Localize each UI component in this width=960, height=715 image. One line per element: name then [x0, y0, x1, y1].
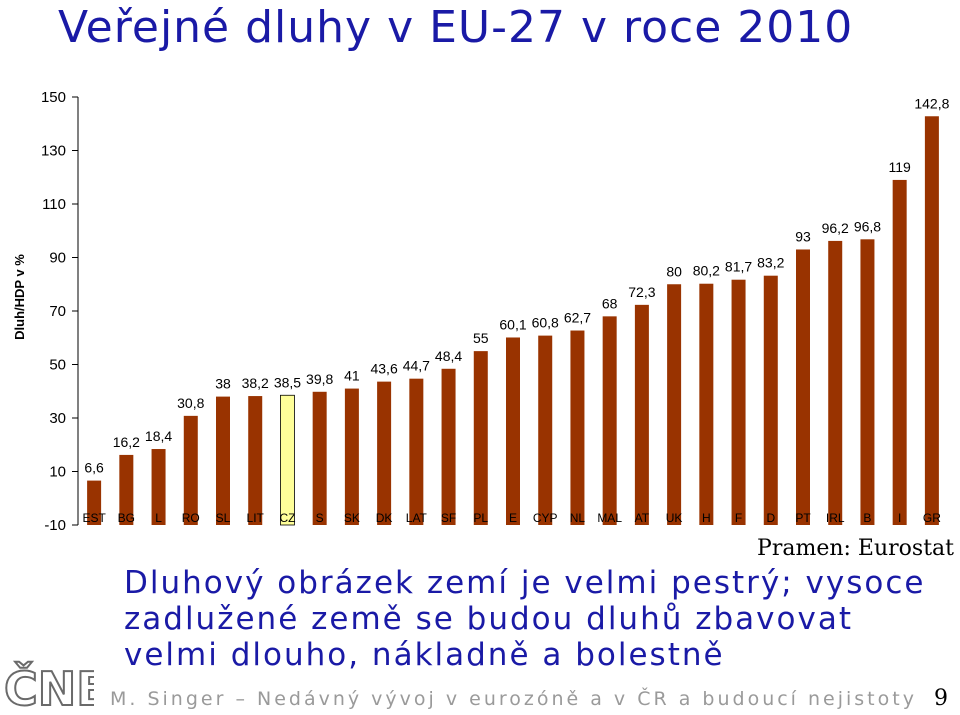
category-label-sf: SF: [441, 511, 456, 525]
category-label-nl: NL: [570, 511, 586, 525]
data-label-uk: 80: [666, 263, 682, 279]
y-tick-label: 110: [42, 196, 66, 213]
y-tick-label: 10: [49, 464, 66, 481]
category-label-cyp: CYP: [533, 511, 558, 525]
data-label-s: 39,8: [306, 371, 333, 387]
bar-dk: [377, 381, 392, 525]
data-label-sf: 48,4: [435, 348, 462, 364]
data-label-nl: 62,7: [564, 310, 591, 326]
category-label-s: S: [316, 511, 324, 525]
bar-d: [763, 275, 778, 525]
bar-at: [634, 304, 649, 525]
data-label-sk: 41: [344, 368, 360, 384]
bar-mal: [602, 316, 617, 525]
data-label-at: 72,3: [628, 284, 655, 300]
data-label-dk: 43,6: [370, 361, 397, 377]
slide-title: Veřejné dluhy v EU-27 v roce 2010: [58, 2, 854, 53]
y-tick-label: 70: [49, 303, 66, 320]
y-tick-label: 130: [41, 143, 66, 160]
data-label-b: 96,8: [854, 218, 881, 234]
data-label-mal: 68: [602, 295, 618, 311]
category-label-gr: GR: [923, 511, 941, 525]
category-label-l: L: [155, 511, 162, 525]
source-note: Pramen: Eurostat: [757, 536, 954, 561]
bar-sf: [441, 368, 456, 525]
category-label-bg: BG: [118, 511, 135, 525]
data-label-f: 81,7: [725, 259, 752, 275]
data-label-sl: 38: [215, 376, 231, 392]
y-axis-label: Dluh/HDP v %: [12, 254, 27, 340]
footer-text: M. Singer – Nedávný vývoj v eurozóně a v…: [110, 688, 917, 710]
bar-nl: [570, 330, 585, 525]
bar-est: [87, 480, 102, 525]
data-label-i: 119: [889, 159, 912, 175]
category-label-h: H: [702, 511, 711, 525]
category-label-sl: SL: [216, 511, 231, 525]
bar-pt: [796, 249, 810, 525]
bar-e: [506, 337, 520, 525]
y-tick-label: 50: [49, 357, 66, 374]
caption-text: Dluhový obrázek zemí je velmi pestrý; vy…: [124, 565, 926, 673]
data-label-lat: 44,7: [403, 358, 430, 374]
bar-l: [151, 449, 166, 525]
bar-ro: [183, 415, 198, 525]
category-label-pl: PL: [473, 511, 488, 525]
category-label-est: EST: [82, 511, 106, 525]
data-label-l: 18,4: [145, 428, 172, 444]
y-tick-label: 150: [41, 89, 66, 106]
category-label-ro: RO: [182, 511, 200, 525]
data-label-e: 60,1: [499, 316, 526, 332]
y-tick-label: -10: [44, 517, 66, 534]
data-label-est: 6,6: [84, 460, 104, 476]
y-tick-label: 30: [49, 410, 66, 427]
category-label-f: F: [735, 511, 742, 525]
data-label-pl: 55: [473, 330, 489, 346]
data-label-irl: 96,2: [822, 220, 849, 236]
data-label-cyp: 60,8: [532, 315, 559, 331]
svg-text:ČNB: ČNB: [4, 662, 94, 711]
category-label-dk: DK: [376, 511, 393, 525]
category-label-irl: IRL: [826, 511, 845, 525]
bar-b: [860, 239, 875, 525]
y-tick-label: 90: [49, 250, 66, 267]
bar-bg: [119, 454, 134, 525]
category-label-b: B: [863, 511, 871, 525]
category-label-uk: UK: [666, 511, 683, 525]
bar-cyp: [538, 335, 553, 525]
bar-f: [731, 279, 746, 525]
data-label-gr: 142,8: [914, 95, 949, 111]
category-label-e: E: [509, 511, 517, 525]
page-number: 9: [934, 686, 948, 711]
data-label-pt: 93: [795, 228, 811, 244]
bar-cz: [280, 394, 295, 526]
bar-s: [312, 391, 327, 525]
category-label-lit: LIT: [247, 511, 265, 525]
category-label-pt: PT: [795, 511, 811, 525]
bar-lat: [409, 378, 424, 525]
bar-gr: [924, 116, 939, 525]
category-label-at: AT: [635, 511, 650, 525]
category-label-cz: CZ: [279, 511, 295, 525]
data-label-bg: 16,2: [113, 434, 140, 450]
category-label-i: I: [898, 511, 901, 525]
category-label-mal: MAL: [597, 511, 622, 525]
data-label-cz: 38,5: [274, 374, 301, 390]
cnb-logo: ČNB: [2, 655, 112, 715]
category-label-d: D: [766, 511, 775, 525]
data-label-d: 83,2: [757, 255, 784, 271]
bar-i: [892, 179, 907, 526]
data-label-lit: 38,2: [242, 375, 269, 391]
category-label-lat: LAT: [406, 511, 428, 525]
bar-irl: [828, 240, 843, 526]
bar-sk: [344, 388, 359, 525]
data-label-ro: 30,8: [177, 395, 204, 411]
bar-chart: Dluh/HDP v % -10 10 30 50 70 90 110 130 150 6,6 EST…: [12, 89, 950, 534]
bar-h: [699, 283, 714, 525]
data-label-h: 80,2: [693, 263, 720, 279]
bar-sl: [216, 396, 230, 525]
category-label-sk: SK: [344, 511, 360, 525]
bar-pl: [473, 351, 488, 525]
bar-lit: [248, 396, 263, 525]
bar-uk: [667, 284, 682, 525]
